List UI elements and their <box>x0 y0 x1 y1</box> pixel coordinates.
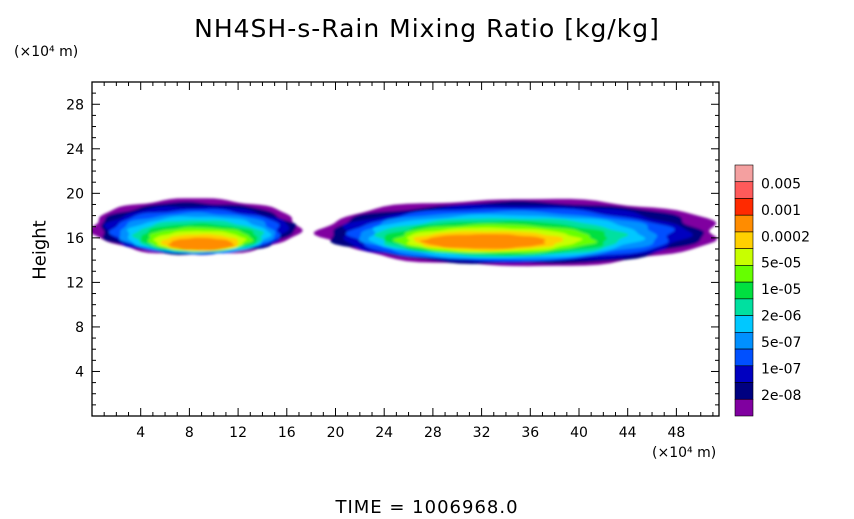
heatmap-region <box>92 198 303 255</box>
colorbar-band <box>734 231 754 249</box>
chart-title: NH4SH-s-Rain Mixing Ratio [kg/kg] <box>194 14 660 43</box>
x-tick-label: 36 <box>521 425 539 441</box>
colorbar-band <box>734 248 754 266</box>
x-tick-label: 20 <box>327 425 345 441</box>
colorbar-label: 5e-07 <box>761 335 801 351</box>
x-tick-label: 24 <box>375 425 393 441</box>
y-tick-label: 4 <box>75 364 84 380</box>
y-tick-label: 16 <box>66 231 84 247</box>
colorbar-label: 0.005 <box>761 176 801 192</box>
y-tick-label: 28 <box>66 97 84 113</box>
x-tick-label: 40 <box>570 425 588 441</box>
colorbar-band <box>734 332 754 350</box>
colorbar-band <box>734 398 754 417</box>
x-tick-label: 16 <box>278 425 296 441</box>
heatmap-region <box>313 198 718 267</box>
colorbar-label: 0.001 <box>761 203 801 219</box>
heatmap-contour <box>167 237 235 251</box>
x-tick-label: 32 <box>473 425 491 441</box>
x-tick-label: 4 <box>136 425 145 441</box>
colorbar-band <box>734 164 754 183</box>
colorbar-label: 1e-07 <box>761 361 801 377</box>
colorbar-band <box>734 365 754 383</box>
colorbar-band <box>734 298 754 316</box>
colorbar-band <box>734 315 754 333</box>
x-tick-label: 28 <box>424 425 442 441</box>
colorbar: 0.005 0.001 0.0002 5e-05 1e-05 2e-06 5e-07 1e-0… <box>734 164 810 417</box>
colorbar-band <box>734 181 754 199</box>
heatmap-contour <box>419 234 546 249</box>
colorbar-band <box>734 214 754 233</box>
colorbar-band <box>734 265 754 283</box>
x-tick-label: 48 <box>667 425 685 441</box>
colorbar-label: 2e-06 <box>761 309 801 325</box>
colorbar-band <box>734 382 754 400</box>
colorbar-label: 5e-05 <box>761 256 801 272</box>
colorbar-band <box>734 348 754 367</box>
time-label: TIME = 1006968.0 <box>335 497 519 518</box>
y-axis-unit: (×10⁴ m) <box>14 44 79 60</box>
x-tick-label: 44 <box>619 425 637 441</box>
heatmap-field <box>92 198 718 267</box>
colorbar-label: 1e-05 <box>761 282 801 298</box>
x-axis-unit: (×10⁴ m) <box>652 445 717 461</box>
y-tick-label: 8 <box>75 320 84 336</box>
y-tick-label: 20 <box>66 186 84 202</box>
y-tick-label: 24 <box>66 142 84 158</box>
y-tick-label: 12 <box>66 275 84 291</box>
colorbar-band <box>734 198 754 216</box>
colorbar-band <box>734 281 754 300</box>
x-tick-label: 12 <box>229 425 247 441</box>
colorbar-label: 2e-08 <box>761 388 801 404</box>
x-tick-label: 8 <box>185 425 194 441</box>
colorbar-label: 0.0002 <box>761 229 810 245</box>
